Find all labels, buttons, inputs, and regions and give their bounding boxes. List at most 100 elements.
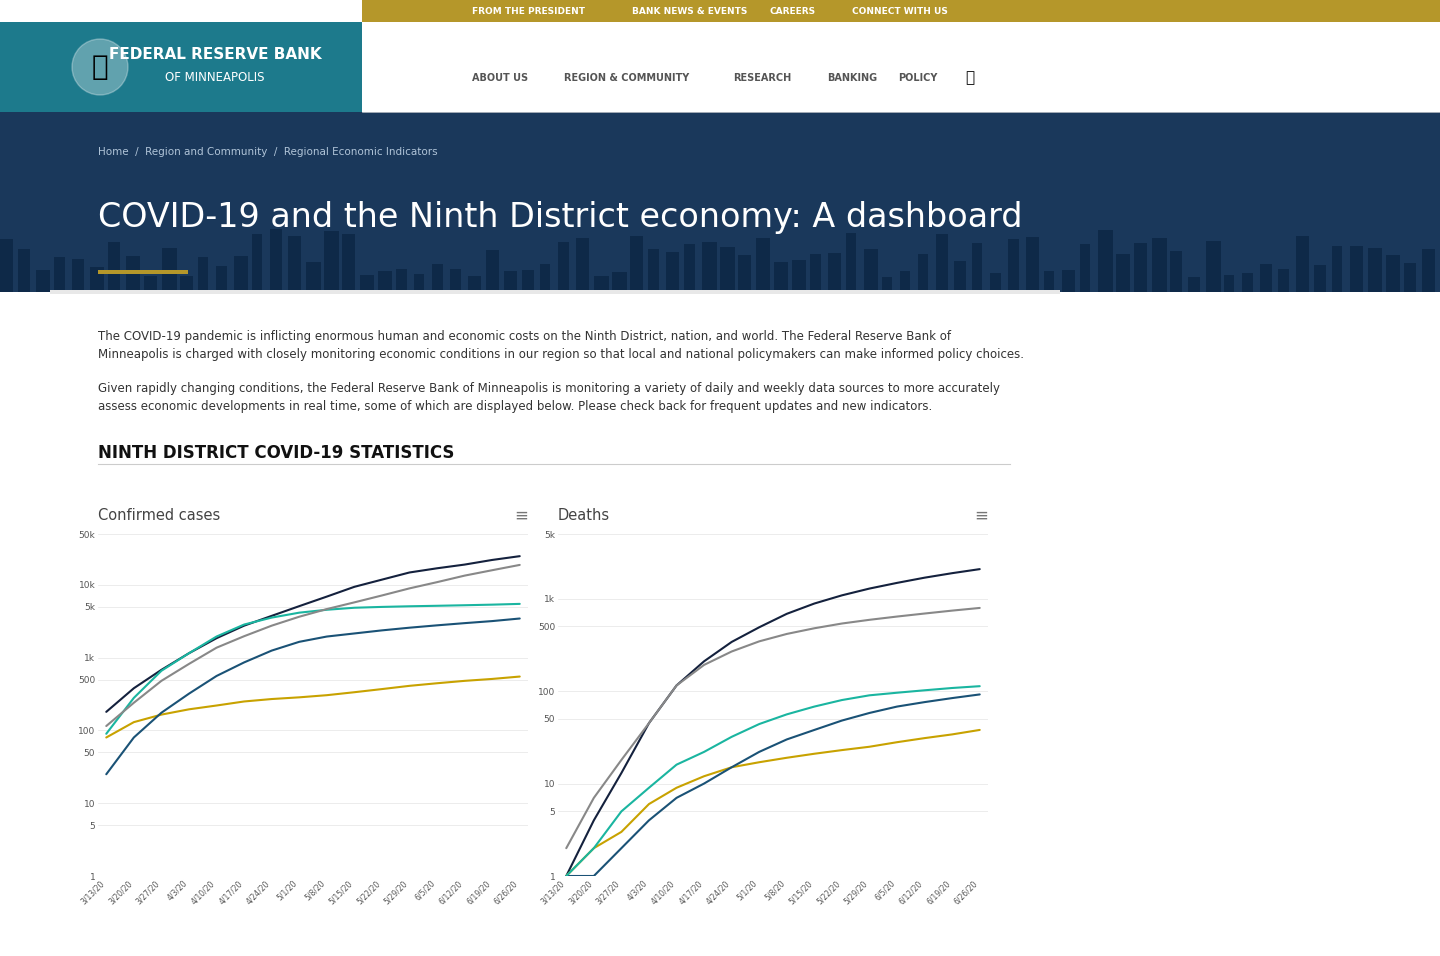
Bar: [612, 272, 626, 292]
Text: NINTH DISTRICT COVID-19 STATISTICS: NINTH DISTRICT COVID-19 STATISTICS: [98, 444, 455, 462]
Text: Confirmed cases: Confirmed cases: [98, 508, 220, 523]
Bar: [991, 273, 1001, 292]
Text: CONNECT WITH US: CONNECT WITH US: [852, 7, 948, 15]
Text: POLICY: POLICY: [899, 73, 937, 83]
Bar: [1152, 238, 1166, 292]
Bar: [521, 270, 534, 292]
Bar: [559, 242, 569, 292]
Bar: [0, 239, 13, 292]
Bar: [1044, 271, 1054, 292]
Bar: [775, 262, 788, 292]
Bar: [881, 277, 891, 292]
Text: FEDERAL RESERVE BANK: FEDERAL RESERVE BANK: [108, 47, 321, 61]
Bar: [55, 257, 65, 292]
Bar: [504, 271, 517, 292]
Bar: [50, 112, 1390, 292]
Bar: [468, 276, 481, 292]
Bar: [756, 238, 770, 292]
Bar: [1385, 255, 1400, 292]
Text: ABOUT US: ABOUT US: [472, 73, 528, 83]
Bar: [271, 229, 282, 292]
Text: Home  /  Region and Community  /  Regional Economic Indicators: Home / Region and Community / Regional E…: [98, 147, 438, 157]
Bar: [703, 242, 717, 292]
Text: Deaths: Deaths: [559, 508, 611, 523]
Bar: [828, 253, 841, 292]
Bar: [1241, 273, 1253, 292]
Bar: [216, 266, 228, 292]
Bar: [361, 22, 1440, 112]
Bar: [50, 290, 1060, 956]
Text: REGION & COMMUNITY: REGION & COMMUNITY: [564, 73, 690, 83]
Bar: [665, 252, 680, 292]
Bar: [17, 249, 30, 292]
Bar: [1279, 269, 1289, 292]
Bar: [1135, 243, 1148, 292]
Bar: [1169, 251, 1182, 292]
Bar: [127, 256, 140, 292]
Bar: [1188, 277, 1200, 292]
Text: assess economic developments in real time, some of which are displayed below. Pl: assess economic developments in real tim…: [98, 400, 932, 413]
Bar: [1404, 263, 1416, 292]
Text: CAREERS: CAREERS: [770, 7, 816, 15]
Bar: [449, 269, 461, 292]
Bar: [360, 275, 374, 292]
Text: ≡: ≡: [514, 507, 528, 525]
Bar: [377, 271, 392, 292]
Text: BANK NEWS & EVENTS: BANK NEWS & EVENTS: [632, 7, 747, 15]
Bar: [89, 267, 104, 292]
Bar: [648, 249, 660, 292]
Bar: [1008, 239, 1020, 292]
Bar: [396, 269, 408, 292]
Bar: [972, 243, 982, 292]
Bar: [576, 238, 589, 292]
Bar: [180, 276, 193, 292]
Bar: [288, 236, 301, 292]
Bar: [0, 22, 361, 112]
Bar: [415, 274, 423, 292]
Bar: [1116, 254, 1130, 292]
Text: OF MINNEAPOLIS: OF MINNEAPOLIS: [166, 71, 265, 83]
Bar: [487, 250, 500, 292]
Text: COVID-19 and the Ninth District economy: A dashboard: COVID-19 and the Ninth District economy:…: [98, 201, 1022, 233]
Bar: [684, 244, 696, 292]
Bar: [792, 260, 806, 292]
Text: ≡: ≡: [973, 507, 988, 525]
Text: 🔍: 🔍: [965, 71, 975, 85]
Bar: [1025, 237, 1040, 292]
Bar: [108, 242, 120, 292]
Text: 🦅: 🦅: [92, 53, 108, 81]
Bar: [595, 276, 609, 292]
Bar: [0, 112, 1440, 292]
Bar: [953, 261, 966, 292]
Bar: [900, 271, 910, 292]
Bar: [720, 247, 734, 292]
Bar: [1351, 246, 1364, 292]
Bar: [1099, 230, 1113, 292]
Bar: [252, 234, 262, 292]
Bar: [1207, 241, 1221, 292]
Bar: [144, 276, 157, 292]
Text: Minneapolis is charged with closely monitoring economic conditions in our region: Minneapolis is charged with closely moni…: [98, 348, 1024, 361]
Bar: [1315, 265, 1326, 292]
Bar: [847, 233, 855, 292]
Bar: [161, 248, 177, 292]
Bar: [343, 234, 356, 292]
Bar: [919, 254, 927, 292]
Text: BANKING: BANKING: [827, 73, 877, 83]
Bar: [361, 0, 1440, 22]
Bar: [233, 256, 248, 292]
Bar: [50, 290, 1060, 294]
Text: The COVID-19 pandemic is inflicting enormous human and economic costs on the Nin: The COVID-19 pandemic is inflicting enor…: [98, 330, 950, 343]
Bar: [199, 257, 207, 292]
Bar: [739, 255, 752, 292]
Bar: [864, 249, 878, 292]
Bar: [1423, 249, 1436, 292]
Bar: [98, 270, 189, 274]
Bar: [72, 259, 84, 292]
Bar: [936, 234, 948, 292]
Bar: [1224, 275, 1234, 292]
Bar: [36, 270, 50, 292]
Bar: [540, 264, 550, 292]
Bar: [631, 236, 644, 292]
Text: RESEARCH: RESEARCH: [733, 73, 791, 83]
